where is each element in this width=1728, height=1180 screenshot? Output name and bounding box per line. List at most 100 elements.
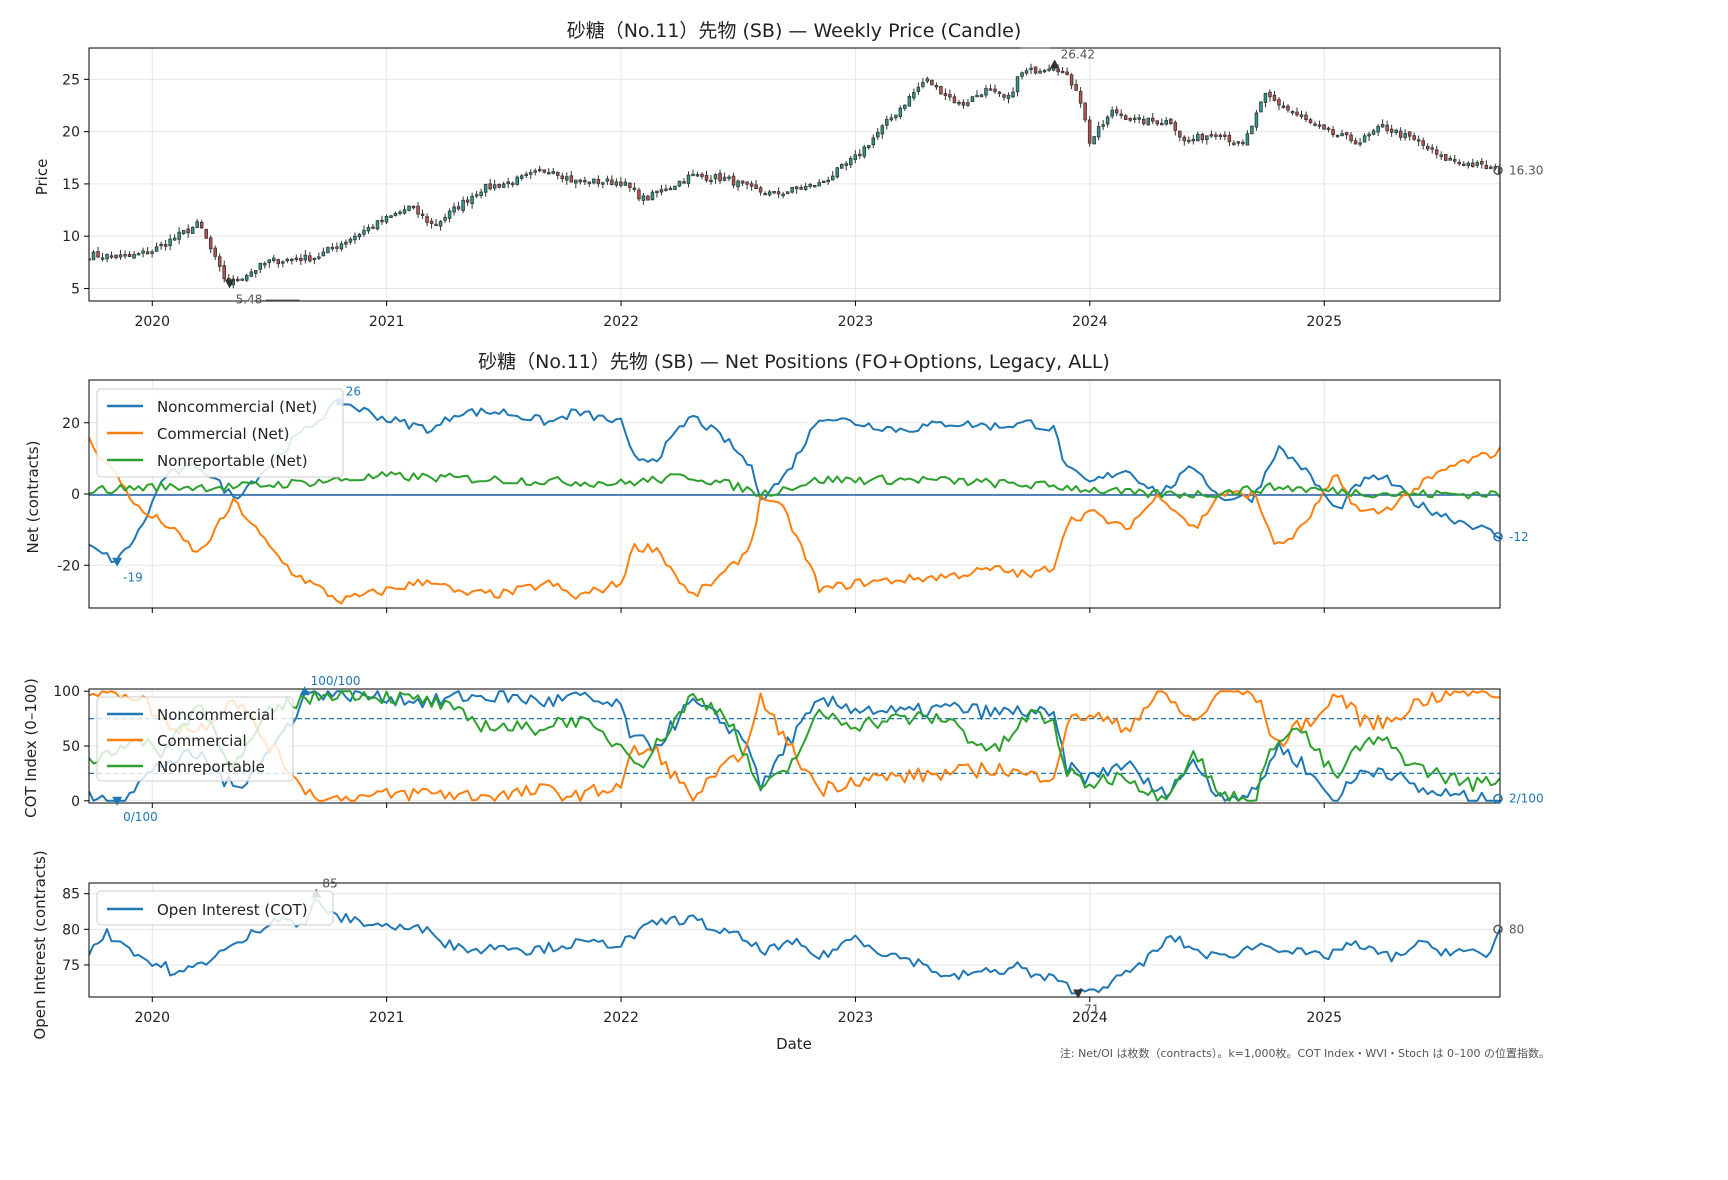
candle-body (258, 262, 263, 270)
candle-body (1078, 91, 1083, 104)
candle-body (578, 179, 583, 183)
y-tick-label: 15 (62, 177, 80, 193)
candle-body (1416, 139, 1421, 142)
candle-body (1020, 72, 1024, 77)
candle-body (1011, 91, 1015, 98)
candle-body (1151, 117, 1155, 122)
x-tick-label: 2020 (134, 1010, 170, 1026)
price-y-ticks: 5 10 15 20 25 (62, 72, 89, 297)
net-y-axis-label: Net (contracts) (24, 441, 42, 554)
candle-body (1452, 159, 1457, 162)
candle-body (740, 180, 745, 184)
candle-body (731, 175, 736, 186)
candle-body (821, 180, 826, 184)
candle-body (623, 181, 628, 186)
candle-body (686, 174, 691, 184)
candle-body (830, 175, 835, 181)
candle-body (1272, 94, 1277, 101)
candle-body (767, 191, 772, 196)
y-tick-label: 85 (62, 887, 80, 903)
candle-body (1385, 124, 1389, 131)
min-value-label: -19 (123, 571, 143, 585)
candle-body (1376, 125, 1380, 133)
candle-body (114, 254, 118, 259)
candle-body (1268, 91, 1272, 98)
y-tick-label: 10 (62, 229, 80, 245)
candle-body (1475, 162, 1480, 166)
candle-body (1462, 163, 1466, 166)
candle-body (177, 231, 181, 240)
candle-body (1065, 71, 1069, 76)
y-tick-label: 5 (71, 281, 80, 297)
candle-body (1245, 133, 1250, 146)
candle-body (438, 221, 443, 227)
candle-body (871, 137, 876, 146)
candle-body (659, 189, 664, 193)
candle-body (501, 183, 506, 188)
candle-body (772, 191, 776, 194)
candle-body (109, 255, 114, 258)
cot-index-legend-box (96, 696, 294, 782)
candle-body (722, 176, 727, 181)
candle-body (655, 190, 659, 194)
candle-body (245, 274, 249, 281)
candle-body (844, 163, 848, 166)
candle-body (1137, 117, 1141, 120)
candle-body (736, 180, 740, 188)
candle-body (150, 251, 154, 254)
min-marker (224, 279, 235, 289)
candle-body (492, 184, 497, 189)
max-value-label: 85 (322, 877, 337, 891)
candle-body (1286, 105, 1290, 111)
max-value-label: 100/100 (311, 674, 361, 688)
x-tick-label: 2023 (838, 1010, 874, 1026)
candle-body (402, 209, 407, 214)
candle-body (89, 258, 91, 261)
net-legend-label-noncommercial: Noncommercial (Net) (157, 398, 317, 416)
candle-body (921, 82, 925, 87)
candle-body (267, 259, 272, 263)
candle-body (1389, 128, 1394, 133)
candle-body (132, 253, 136, 259)
y-tick-label: 0 (71, 487, 80, 503)
candle-body (632, 187, 637, 190)
candle-body (1196, 133, 1200, 142)
candle-body (127, 253, 132, 257)
candle-body (867, 145, 871, 148)
candle-body (1259, 101, 1263, 113)
open-interest-legend: Open Interest (COT) (96, 890, 334, 926)
price-y-axis-label: Price (33, 159, 51, 196)
candle-body (1187, 139, 1191, 143)
candle-body (375, 220, 380, 230)
candle-body (1227, 134, 1232, 143)
candle-body (181, 229, 186, 234)
candle-body (727, 176, 731, 179)
candle-body (533, 170, 537, 173)
candle-body (1412, 135, 1416, 140)
candle-body (452, 206, 456, 213)
cot-index-x-ticks (151, 803, 1325, 808)
candle-body (569, 175, 574, 183)
cot-legend-label-commercial: Commercial (157, 732, 247, 750)
candle-body (186, 228, 190, 234)
candle-body (1434, 149, 1439, 155)
candle-body (1083, 102, 1087, 121)
candle-body (317, 256, 321, 259)
last-value-marker (1493, 532, 1503, 542)
candle-body (781, 193, 785, 197)
candle-body (646, 195, 650, 201)
candle-body (105, 253, 109, 260)
candle-body (461, 199, 465, 211)
candle-body (673, 185, 677, 190)
candle-body (1105, 116, 1110, 125)
candle-body (447, 210, 452, 219)
candle-body (1241, 141, 1245, 145)
candle-body (465, 199, 470, 203)
net-legend-box (96, 388, 344, 478)
candle-body (335, 246, 339, 249)
candle-body (1096, 126, 1101, 138)
y-tick-label: 20 (62, 125, 80, 141)
y-tick-label: 100 (53, 684, 80, 700)
x-tick-label: 2024 (1072, 314, 1108, 330)
candle-body (1015, 76, 1020, 93)
